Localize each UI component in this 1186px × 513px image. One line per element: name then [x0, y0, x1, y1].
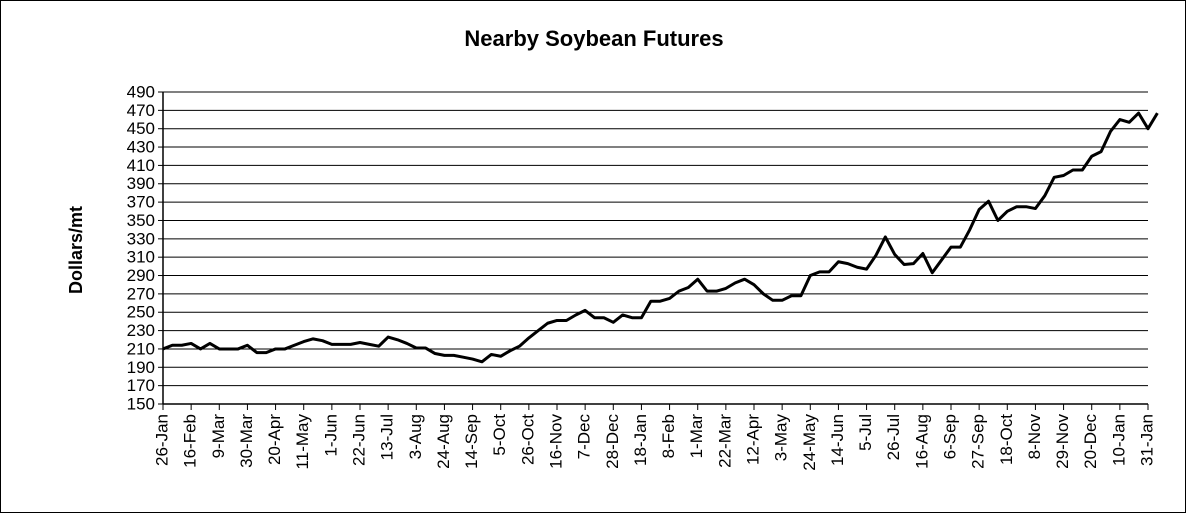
x-tick-label: 5-Jul	[856, 414, 875, 451]
x-tick-label: 9-Mar	[209, 414, 228, 459]
x-tick-label: 6-Sep	[940, 414, 959, 459]
x-tick-label: 26-Oct	[518, 414, 537, 465]
x-tick-label: 28-Dec	[603, 414, 622, 469]
x-tick-label: 14-Sep	[462, 414, 481, 469]
y-tick-label: 290	[127, 266, 155, 285]
x-tick-label: 13-Jul	[378, 414, 397, 460]
x-tick-label: 20-Dec	[1081, 414, 1100, 469]
y-tick-label: 250	[127, 303, 155, 322]
y-tick-label: 410	[127, 156, 155, 175]
y-tick-label: 210	[127, 339, 155, 358]
y-tick-label: 230	[127, 321, 155, 340]
y-tick-label: 350	[127, 211, 155, 230]
x-tick-label: 7-Dec	[575, 414, 594, 460]
x-tick-label: 1-Mar	[687, 414, 706, 459]
x-tick-label: 3-May	[772, 414, 791, 462]
x-tick-label: 1-Jun	[321, 414, 340, 457]
y-tick-label: 430	[127, 138, 155, 157]
x-tick-label: 16-Feb	[181, 414, 200, 468]
y-tick-label: 190	[127, 358, 155, 377]
x-tick-label: 24-May	[800, 414, 819, 471]
x-tick-label: 22-Mar	[715, 414, 734, 468]
x-tick-label: 18-Oct	[997, 414, 1016, 465]
x-tick-label: 30-Mar	[237, 414, 256, 468]
x-tick-label: 11-May	[293, 414, 312, 470]
x-tick-label: 3-Aug	[406, 414, 425, 459]
data-line	[162, 111, 1159, 364]
y-tick-label: 150	[127, 394, 155, 413]
y-axis-label: Dollars/mt	[66, 206, 86, 294]
x-tick-label: 14-Jun	[828, 414, 847, 466]
x-tick-label: 18-Jan	[631, 414, 650, 466]
y-tick-label: 370	[127, 193, 155, 212]
y-tick-label: 390	[127, 174, 155, 193]
x-tick-label: 22-Jun	[349, 414, 368, 466]
x-tick-label: 8-Nov	[1025, 414, 1044, 460]
x-tick-label: 20-Apr	[265, 414, 284, 465]
y-tick-label: 470	[127, 101, 155, 120]
y-tick-label: 310	[127, 248, 155, 267]
y-tick-label: 330	[127, 229, 155, 248]
x-tick-label: 29-Nov	[1053, 414, 1072, 469]
x-tick-label: 26-Jul	[884, 414, 903, 460]
y-tick-label: 450	[127, 119, 155, 138]
x-tick-label: 8-Feb	[659, 414, 678, 458]
y-tick-label: 170	[127, 376, 155, 395]
x-tick-label: 16-Nov	[546, 414, 565, 469]
x-tick-label: 27-Sep	[969, 414, 988, 469]
chart-title: Nearby Soybean Futures	[464, 26, 723, 51]
x-tick-label: 10-Jan	[1109, 414, 1128, 466]
x-tick-label: 24-Aug	[434, 414, 453, 469]
x-tick-label: 5-Oct	[490, 414, 509, 456]
x-tick-label: 31-Jan	[1137, 414, 1156, 466]
x-tick-label: 12-Apr	[743, 414, 762, 465]
y-tick-label: 490	[127, 82, 155, 101]
y-tick-label: 270	[127, 284, 155, 303]
x-tick-label: 16-Aug	[912, 414, 931, 469]
x-tick-label: 26-Jan	[152, 414, 171, 466]
